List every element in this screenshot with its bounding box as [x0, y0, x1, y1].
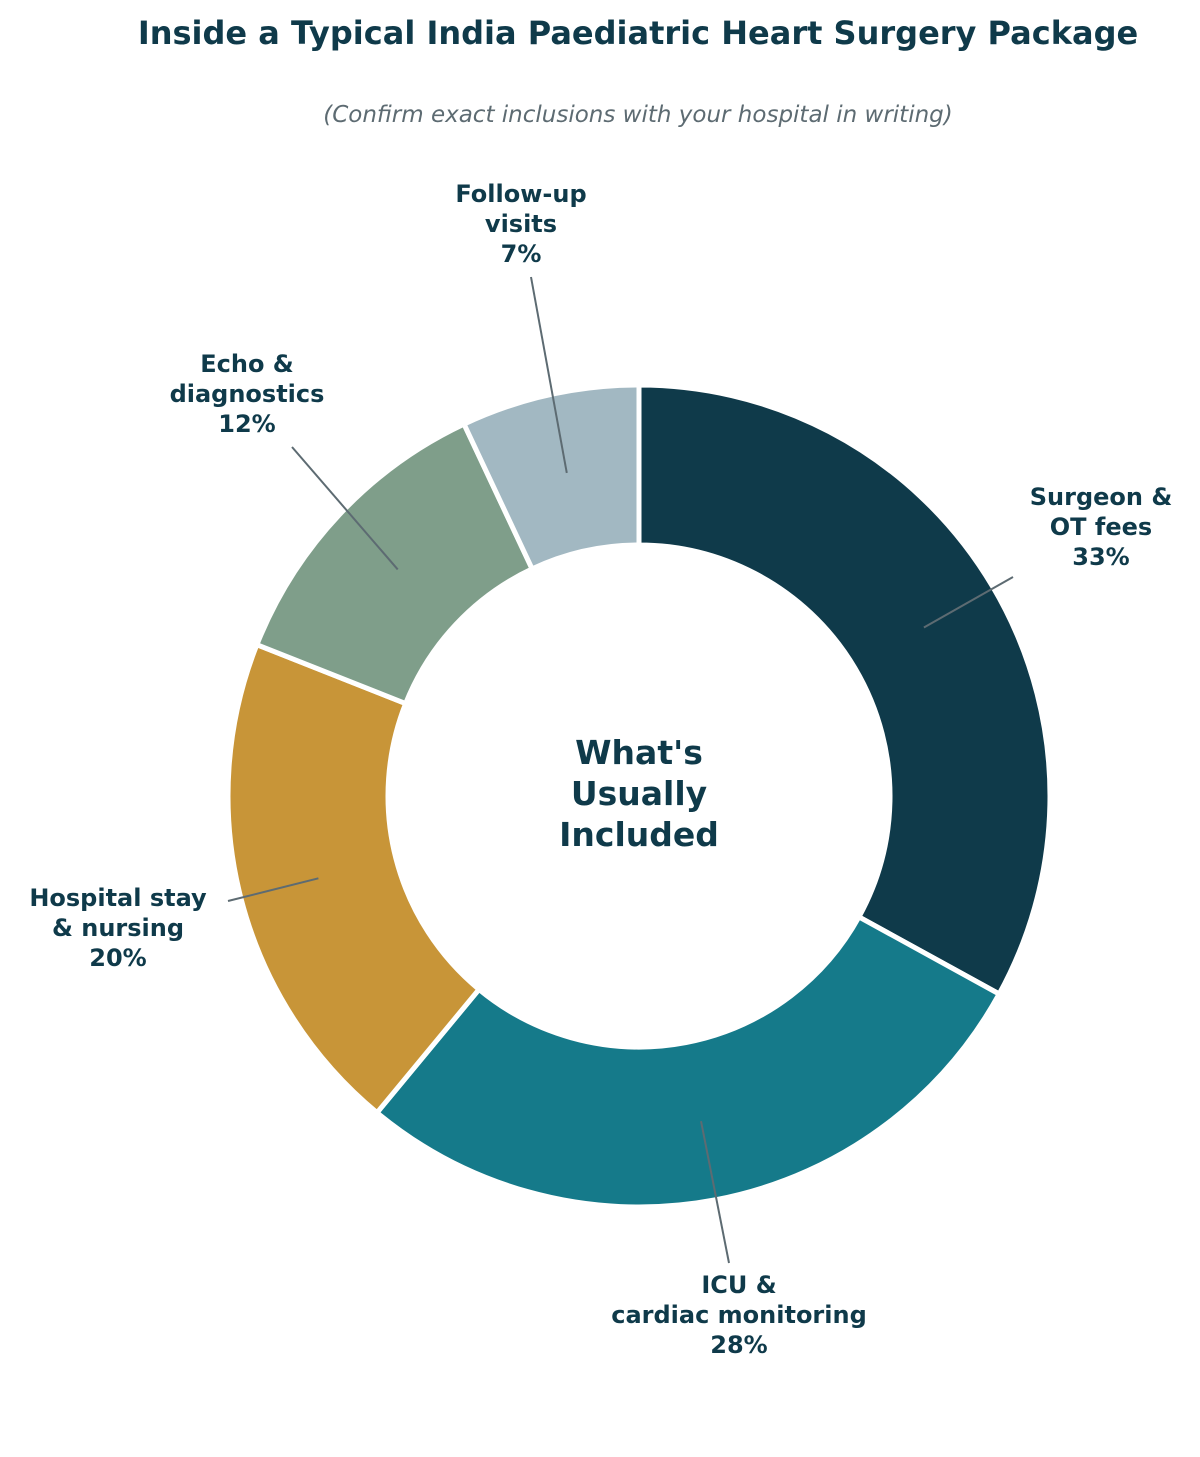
slice-label: Echo & diagnostics 12%	[170, 350, 325, 438]
leader-line	[530, 276, 568, 474]
slice-name-line: Follow-up	[455, 180, 586, 208]
slice-name-line: Hospital stay	[29, 884, 207, 912]
slice-name-line: ICU &	[701, 1271, 776, 1299]
donut-slice	[225, 642, 482, 1116]
slice-name-line: diagnostics	[170, 380, 325, 408]
slice-name-line: cardiac monitoring	[611, 1301, 867, 1329]
slice-value-label: 12%	[218, 410, 275, 438]
slice-labels: Surgeon & OT fees 33% ICU & cardiac monitori…	[29, 180, 1172, 1359]
slice-name-line: OT fees	[1050, 513, 1152, 541]
leader-line	[291, 446, 399, 571]
slice-value-label: 7%	[501, 240, 542, 268]
slice-value-label: 20%	[89, 944, 146, 972]
slice-value-label: 28%	[710, 1331, 767, 1359]
slice-label: Surgeon & OT fees 33%	[1030, 483, 1173, 571]
slice-label: Follow-up visits 7%	[455, 180, 586, 268]
slice-label: ICU & cardiac monitoring 28%	[611, 1271, 867, 1359]
center-label-line: Usually	[571, 774, 707, 813]
slice-name-line: & nursing	[52, 914, 184, 942]
slice-name-line: Echo &	[200, 350, 293, 378]
donut-slice	[636, 382, 1053, 997]
slice-name-line: Surgeon &	[1030, 483, 1173, 511]
chart-title: Inside a Typical India Paediatric Heart …	[137, 14, 1139, 52]
center-label-line: What's	[575, 733, 703, 772]
center-label: What's Usually Included	[559, 733, 719, 854]
leader-lines	[227, 276, 1014, 1264]
slices-layer	[225, 382, 1053, 1210]
slice-value-label: 33%	[1072, 543, 1129, 571]
leader-line	[700, 1120, 730, 1264]
chart-subtitle: (Confirm exact inclusions with your hosp…	[323, 102, 953, 128]
center-label-line: Included	[559, 815, 719, 854]
donut-slice	[374, 914, 1002, 1210]
slice-label: Hospital stay & nursing 20%	[29, 884, 207, 972]
donut-slice	[461, 382, 642, 572]
leader-line	[227, 877, 319, 902]
leader-line	[923, 576, 1014, 629]
slice-name-line: visits	[485, 210, 557, 238]
